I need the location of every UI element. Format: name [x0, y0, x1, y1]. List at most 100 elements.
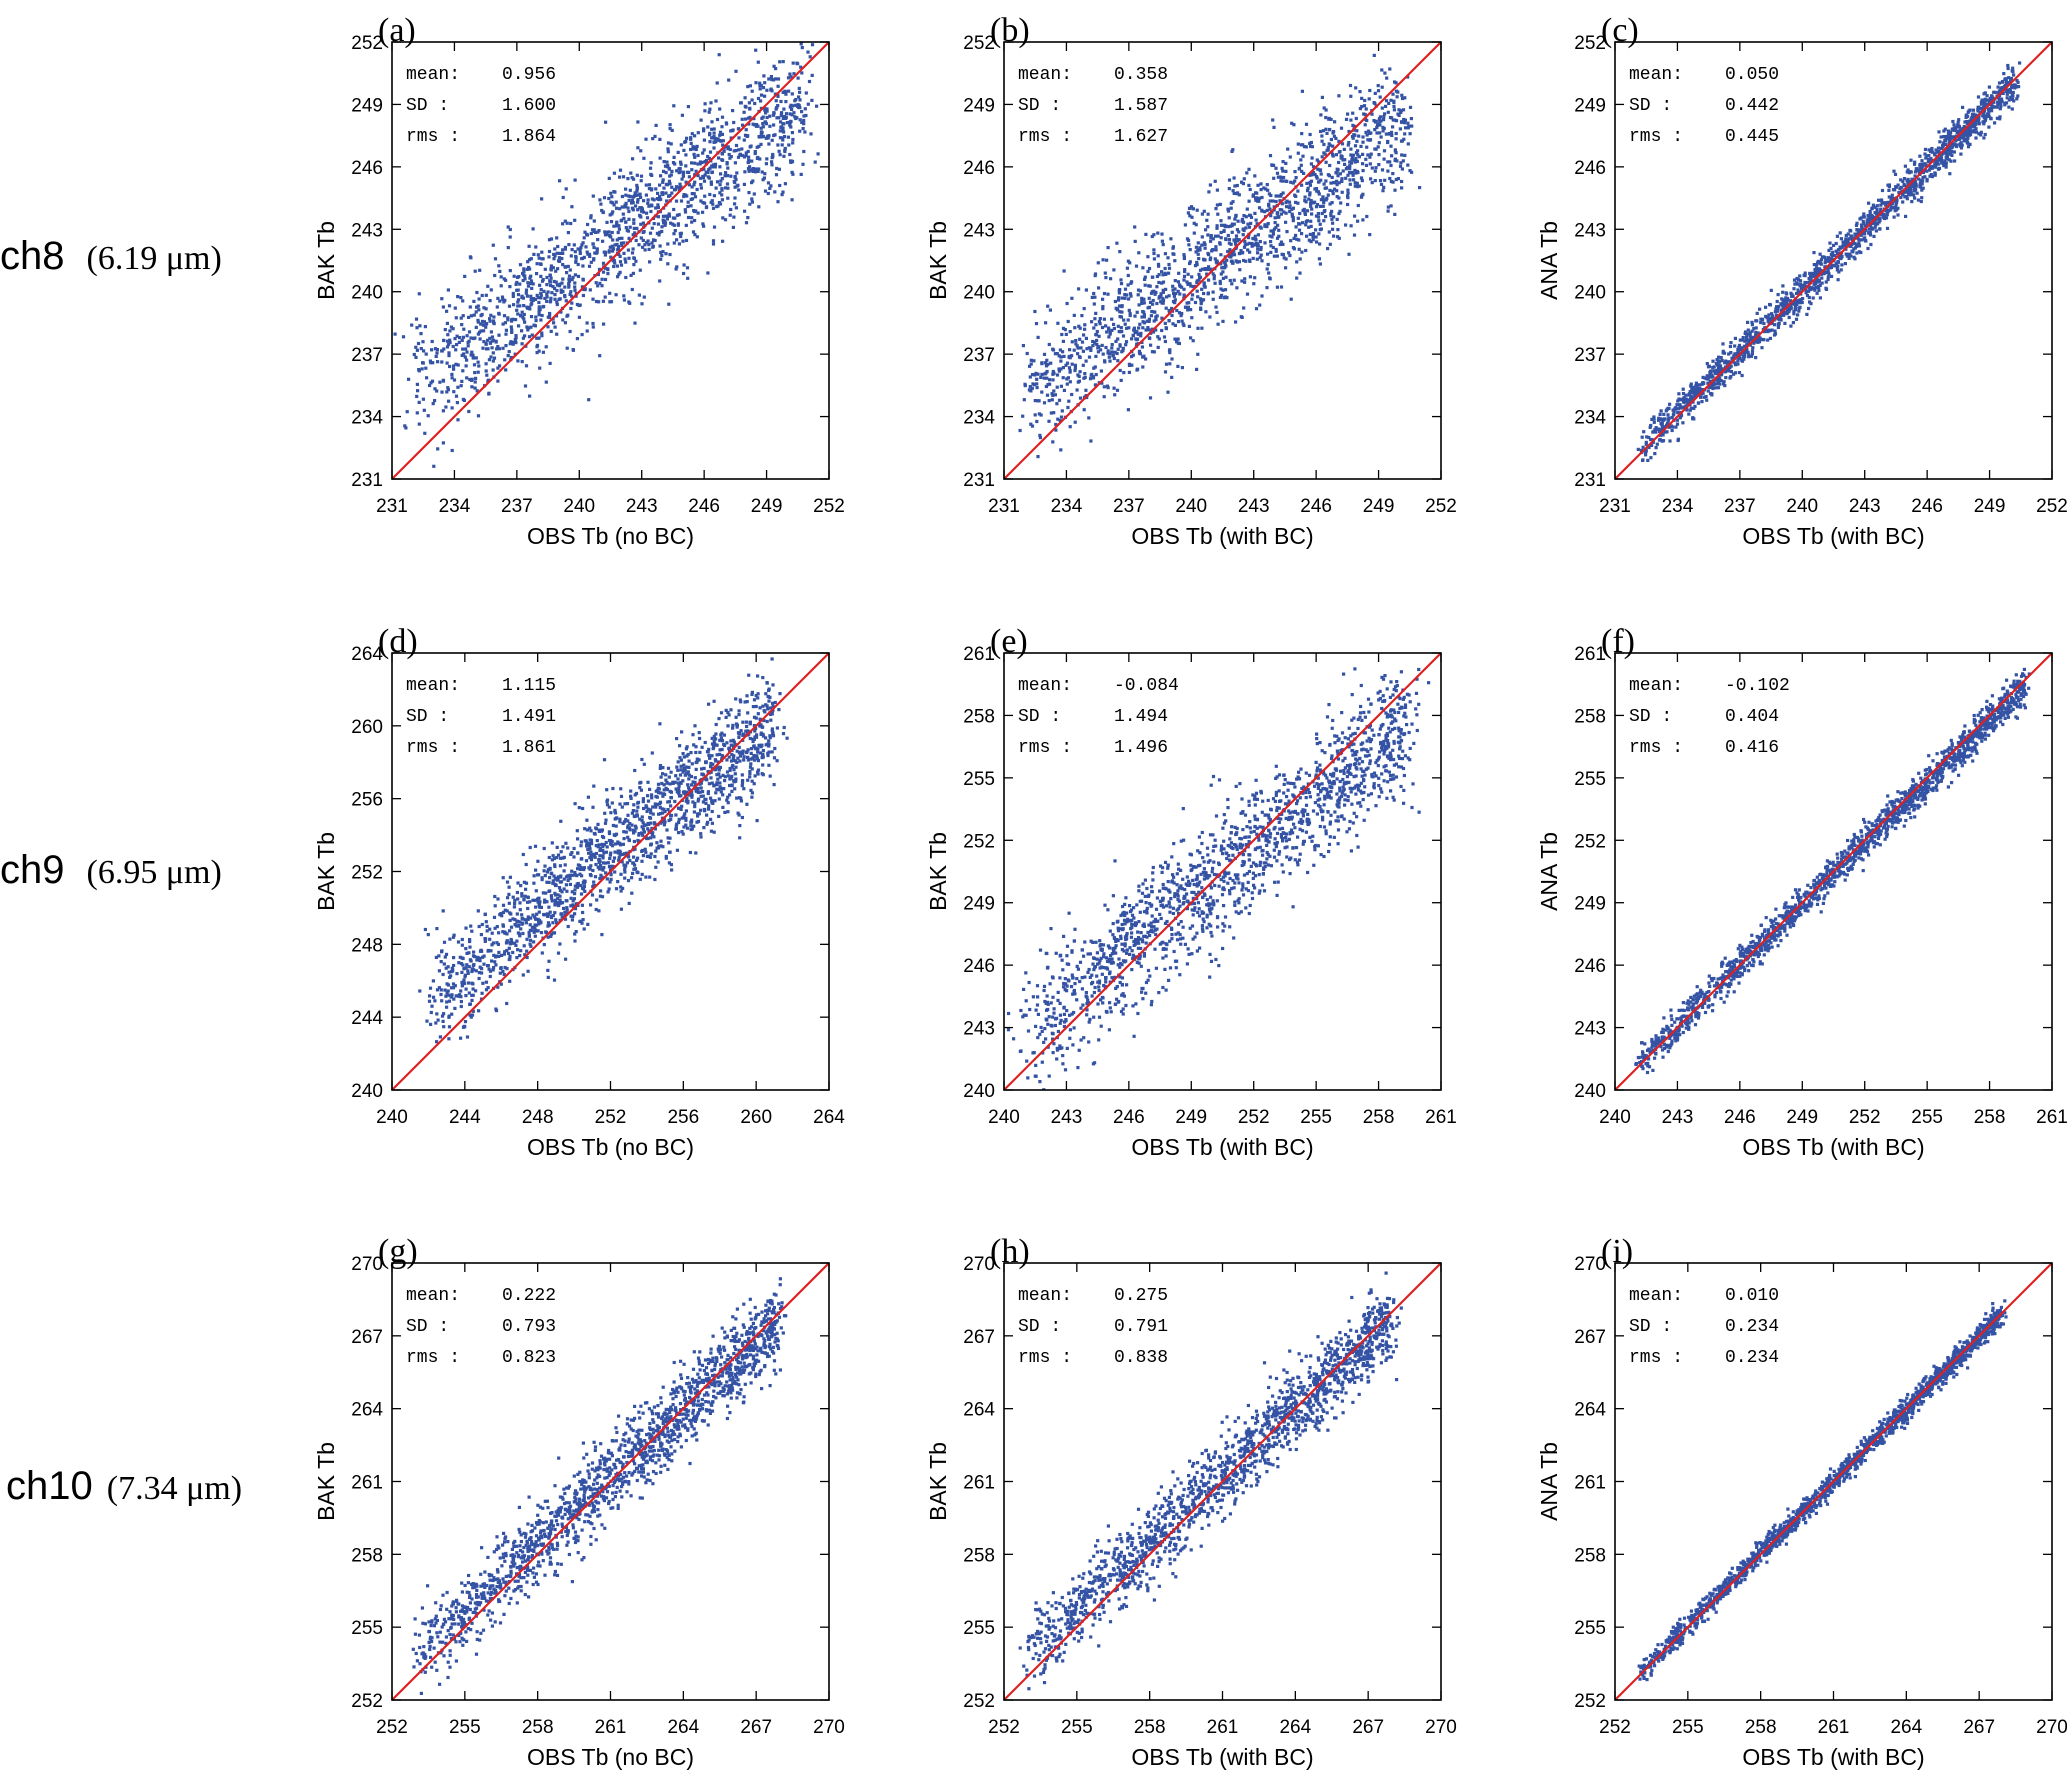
- scatter-point: [1699, 395, 1703, 399]
- scatter-point: [1793, 282, 1797, 286]
- scatter-point: [1807, 285, 1811, 289]
- scatter-point: [1254, 198, 1258, 202]
- scatter-point: [656, 191, 660, 195]
- scatter-point: [1775, 299, 1779, 304]
- scatter-point: [719, 172, 723, 176]
- scatter-point: [1245, 171, 1249, 175]
- scatter-point: [1718, 360, 1722, 364]
- scatter-point: [616, 275, 620, 279]
- scatter-point: [694, 169, 698, 173]
- scatter-point: [779, 99, 783, 104]
- scatter-point: [548, 280, 552, 284]
- scatter-point: [1143, 283, 1147, 287]
- scatter-point: [729, 136, 733, 140]
- scatter-point: [1810, 274, 1814, 279]
- scatter-point: [772, 111, 776, 115]
- scatter-point: [1134, 264, 1139, 268]
- scatter-point: [1045, 393, 1050, 397]
- scatter-point: [1049, 411, 1053, 415]
- scatter-point: [1180, 312, 1184, 316]
- scatter-point: [1092, 291, 1096, 296]
- scatter-point: [1835, 251, 1840, 255]
- scatter-point: [575, 337, 579, 341]
- scatter-point: [497, 312, 501, 316]
- scatter-point: [1230, 230, 1234, 234]
- scatter-point: [1844, 237, 1848, 241]
- scatter-point: [613, 261, 617, 265]
- scatter-point: [482, 340, 486, 344]
- scatter-point: [1218, 295, 1222, 299]
- scatter-point: [488, 299, 492, 303]
- scatter-point: [1108, 332, 1112, 336]
- scatter-point: [1903, 195, 1907, 199]
- scatter-point: [668, 123, 672, 127]
- scatter-point: [804, 113, 808, 118]
- scatter-point: [1175, 308, 1179, 313]
- scatter-point: [1356, 219, 1360, 223]
- scatter-point: [1234, 320, 1238, 324]
- scatter-point: [1281, 160, 1285, 164]
- scatter-point: [776, 94, 780, 98]
- scatter-point: [1141, 326, 1145, 330]
- scatter-point: [1795, 281, 1799, 285]
- scatter-point: [475, 305, 479, 309]
- scatter-point: [617, 227, 621, 231]
- scatter-point: [1047, 342, 1051, 347]
- scatter-point: [1133, 331, 1137, 335]
- y-tick-label: 237: [963, 345, 995, 366]
- scatter-point: [1239, 249, 1243, 253]
- scatter-point: [1809, 279, 1813, 283]
- scatter-point: [1905, 197, 1909, 201]
- scatter-point: [1705, 398, 1709, 402]
- scatter-point: [586, 222, 590, 227]
- scatter-point: [1298, 271, 1302, 275]
- scatter-point: [747, 191, 751, 195]
- scatter-point: [447, 304, 452, 308]
- scatter-point: [1044, 364, 1049, 368]
- scatter-point: [702, 138, 706, 142]
- scatter-point: [776, 104, 780, 108]
- scatter-point: [467, 330, 472, 334]
- scatter-point: [1777, 304, 1781, 309]
- scatter-point: [1170, 306, 1174, 311]
- scatter-point: [1815, 291, 1819, 295]
- scatter-point: [522, 317, 526, 321]
- scatter-point: [1316, 212, 1320, 216]
- scatter-point: [1240, 251, 1245, 255]
- scatter-point: [1957, 125, 1961, 129]
- scatter-point: [1101, 352, 1105, 356]
- scatter-point: [452, 390, 456, 394]
- scatter-point: [641, 245, 645, 249]
- scatter-point: [1239, 315, 1243, 319]
- scatter-point: [1844, 244, 1848, 248]
- scatter-point: [612, 190, 616, 194]
- scatter-point: [1126, 318, 1130, 322]
- scatter-point: [2010, 69, 2014, 73]
- scatter-point: [1132, 326, 1136, 330]
- scatter-point: [473, 371, 477, 375]
- scatter-point: [621, 212, 625, 216]
- scatter-point: [1356, 203, 1360, 208]
- scatter-point: [1076, 380, 1080, 384]
- scatter-point: [513, 352, 517, 356]
- scatter-point: [713, 162, 718, 166]
- scatter-point: [1218, 279, 1222, 283]
- scatter-point: [1787, 309, 1791, 313]
- scatter-point: [1040, 390, 1044, 394]
- scatter-point: [711, 242, 716, 246]
- scatter-point: [670, 128, 674, 132]
- scatter-point: [549, 283, 553, 288]
- scatter-point: [414, 345, 418, 349]
- scatter-point: [1161, 280, 1166, 284]
- scatter-point: [1070, 354, 1074, 358]
- scatter-point: [1950, 146, 1954, 150]
- scatter-point: [1752, 327, 1756, 331]
- scatter-point: [415, 394, 419, 398]
- scatter-point: [1100, 381, 1104, 385]
- scatter-point: [1754, 326, 1758, 330]
- scatter-point: [659, 174, 663, 178]
- scatter-point: [1404, 126, 1408, 130]
- scatter-point: [1365, 214, 1369, 219]
- scatter-point: [1176, 320, 1181, 324]
- scatter-point: [683, 210, 688, 214]
